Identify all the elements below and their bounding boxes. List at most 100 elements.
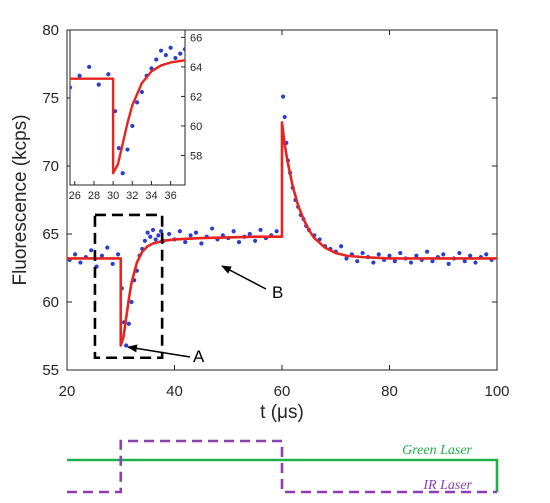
inset-data-point [139,89,144,95]
data-point [210,226,215,231]
data-point [457,250,462,256]
x-tick-label: 60 [274,383,291,400]
data-point [473,260,478,265]
inset-x-tick-label: 34 [145,190,157,202]
y-axis-label: Fluorescence (kcps) [10,114,31,285]
data-point [110,261,115,267]
data-point [441,252,446,257]
laser-timing-diagram: Green Laser IR Laser [67,439,499,494]
x-tick-label: 40 [166,383,183,400]
data-point [339,244,344,249]
inset-data-point [182,47,185,52]
inset-data-point [158,48,164,53]
data-point [398,250,403,256]
inset-data-point [154,57,159,62]
annotation-layer: AB [127,265,283,366]
data-point [387,253,392,258]
inset-data-point [77,73,82,78]
data-point [360,250,365,256]
y-tick-label: 65 [42,226,59,243]
y-tick-label: 55 [42,362,59,379]
data-point [392,259,397,264]
data-point [150,227,156,233]
data-point [371,260,376,265]
inset-y-tick-label: 58 [190,150,202,162]
green-laser-label: Green Laser [402,443,472,458]
data-point [408,260,414,265]
data-point [105,245,110,250]
data-point [124,343,129,348]
inset-y-tick-label: 64 [190,62,202,74]
y-tick-label: 60 [42,294,59,311]
inset-x-tick-label: 30 [107,190,119,202]
data-point [274,229,279,234]
inset-plot: 26 28 30 32 34 36 58 60 62 64 66 [69,29,202,202]
x-tick-label: 80 [381,383,398,400]
data-point [199,241,204,246]
x-tick-label: 20 [59,383,76,400]
data-point [78,260,83,265]
data-point [115,252,121,257]
data-point [177,229,182,234]
data-point [414,253,419,258]
data-point [258,227,263,233]
y-tick-label: 80 [42,22,59,39]
inset-data-point [96,82,101,87]
annotation-b: B [272,283,283,302]
inset-y-tick-label: 60 [190,121,202,133]
inset-data-point [168,45,173,50]
data-point [376,252,381,257]
data-point [280,94,286,99]
inset-data-point [106,72,111,77]
inset-data-point [178,51,183,56]
annotation-a: A [193,347,205,366]
data-point [355,259,360,264]
data-point [425,249,430,254]
data-point [193,230,199,235]
ir-laser-label: IR Laser [422,478,472,493]
inset-data-point [87,64,92,70]
data-point [142,238,148,243]
x-tick-label: 100 [484,383,509,400]
arrow-b [221,265,267,290]
data-point [462,259,467,264]
inset-data-point [173,55,178,61]
data-point [156,233,161,238]
data-point [158,229,164,234]
inset-data-point [116,145,121,151]
inset-x-tick-label: 36 [165,190,177,202]
zoom-region-box [93,213,164,360]
inset-y-tick-label: 66 [190,32,202,44]
data-point [446,261,451,267]
inset-data-point [163,52,168,58]
inset-data-point [120,171,125,176]
ir-laser-trace [67,439,497,494]
data-point [126,321,131,326]
data-point [468,253,473,258]
inset-data-point [134,100,140,105]
inset-x-tick-label: 32 [126,190,138,202]
y-tick-label: 75 [42,90,59,107]
inset-data-point [130,123,135,129]
data-point [129,299,134,305]
x-axis-label: t (μs) [260,402,304,423]
data-point [484,252,489,257]
inset-frame [69,29,186,186]
data-point [231,229,236,234]
inset-x-tick-label: 26 [69,190,81,202]
y-tick-label: 70 [42,158,59,175]
data-point [72,252,78,257]
data-point [282,114,287,120]
data-point [167,231,172,237]
data-point [188,233,193,238]
data-point [153,237,158,242]
data-point [89,248,94,253]
data-point [148,234,153,239]
inset-fit-curve [70,59,185,175]
inset-data-point [70,85,73,90]
green-laser-trace [67,458,499,492]
inset-content [70,45,185,176]
main-plot: 20 40 60 80 100 55 60 65 70 75 80 t (μs) Fluorescenc… [10,22,510,423]
arrow-a [127,344,191,358]
